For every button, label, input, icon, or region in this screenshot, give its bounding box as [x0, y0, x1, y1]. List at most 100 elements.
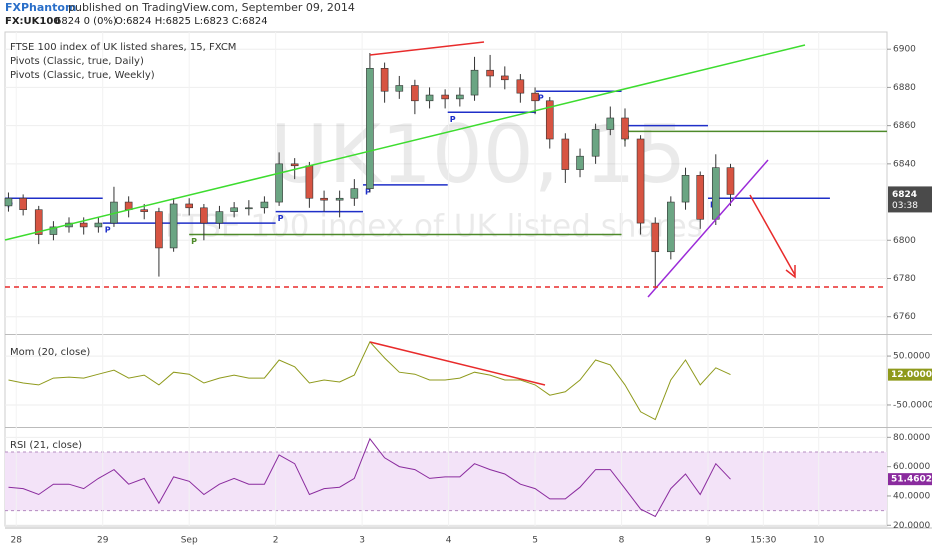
plot-frame — [4, 31, 888, 527]
candle-body — [200, 207, 208, 224]
pivot-label: P — [365, 187, 371, 196]
candle-body — [606, 117, 615, 130]
value-tag — [888, 368, 932, 381]
value-tag — [888, 473, 932, 486]
x-tick-label: 8 — [619, 536, 625, 546]
pane-title: FTSE 100 index of UK listed shares, 15, … — [10, 42, 236, 53]
candle-body — [651, 222, 660, 253]
overlay-layer: FTSE 100 index of UK listed shares, 15, … — [10, 42, 932, 546]
y-tick-label: 40.0000 — [893, 491, 930, 501]
candle-body — [140, 209, 149, 212]
countdown: 03:38 — [892, 201, 918, 211]
pivot-label: P — [538, 94, 544, 103]
x-tick-label: 15:30 — [750, 536, 776, 546]
candle-body — [320, 197, 328, 201]
value-tag-label: 51.4602 — [891, 475, 932, 485]
candle-body — [245, 207, 253, 210]
candle-body — [380, 68, 389, 92]
candle-body — [215, 211, 224, 224]
quote: 6824 0 (0%) — [55, 16, 117, 27]
y-tick-label: 20.0000 — [893, 521, 930, 531]
candle-body — [305, 165, 314, 199]
legend-entry: Pivots (Classic, true, Weekly) — [10, 70, 155, 81]
candle-body — [681, 175, 690, 203]
pivot-label: P — [105, 226, 111, 235]
x-tick-label: 10 — [813, 536, 825, 546]
candle-body — [621, 117, 629, 140]
indicator-line — [8, 437, 731, 518]
y-tick-label: 6880 — [893, 83, 916, 93]
candle-body — [290, 163, 299, 167]
candle-body — [350, 188, 359, 199]
x-tick-label: 5 — [532, 536, 538, 546]
candle-body — [4, 197, 13, 207]
candle-body — [561, 138, 570, 170]
candle-body — [34, 209, 43, 235]
candle-body — [395, 85, 404, 92]
candle-body — [366, 68, 374, 189]
candle-body — [591, 129, 600, 157]
x-tick-label: Sep — [181, 536, 198, 546]
pane-title: Mom (20, close) — [10, 347, 90, 358]
x-tick-label: 9 — [705, 536, 711, 546]
price-tag-label: 6824 — [892, 190, 917, 200]
candle-body — [230, 207, 238, 212]
pane-title: RSI (21, close) — [10, 440, 82, 451]
candle-body — [441, 94, 449, 100]
arrow-head — [785, 265, 796, 279]
trend-line — [4, 44, 806, 241]
y-tick-label: 6900 — [893, 45, 916, 55]
arrow — [749, 194, 796, 276]
y-tick-label: 6800 — [893, 236, 916, 246]
candle-body — [456, 94, 464, 100]
trend-line — [369, 41, 485, 56]
x-tick-label: 28 — [11, 536, 23, 546]
candle-body — [516, 79, 525, 94]
pivot-label: P — [278, 214, 284, 223]
candle-body — [260, 201, 269, 209]
rsi-band — [5, 451, 887, 511]
candle-body — [636, 138, 645, 224]
published: published on TradingView.com, September … — [68, 1, 355, 14]
y-tick-label: 80.0000 — [893, 433, 930, 443]
candle-body — [531, 92, 539, 102]
y-tick-label: 6760 — [893, 312, 916, 322]
x-tick-label: 2 — [273, 536, 279, 546]
candle-body — [19, 197, 27, 211]
candle-body — [576, 155, 584, 170]
candle-body — [49, 226, 58, 235]
y-tick-label: 60.0000 — [893, 462, 930, 472]
candle-body — [94, 222, 103, 228]
candle-body — [425, 94, 434, 102]
candle-body — [500, 75, 509, 81]
x-tick-label: 4 — [446, 536, 452, 546]
trend-line — [369, 341, 546, 386]
candle-body — [275, 163, 283, 203]
watermark-layer: 6760 6780 6800 6840 6860 6880 6900 UK100, 15 FTS… — [5, 32, 932, 531]
candle-body — [711, 167, 720, 220]
y-tick-label: 6780 — [893, 274, 916, 284]
candle-body — [79, 222, 88, 228]
legend-entry: Pivots (Classic, true, Daily) — [10, 56, 144, 67]
candle-body — [486, 69, 494, 77]
indicator-line — [8, 341, 731, 421]
candle-body — [726, 167, 735, 195]
watermark-symbol: UK100, 15 — [270, 108, 686, 201]
author[interactable]: FXPhantom — [5, 1, 76, 14]
y-tick-label: 50.0000 — [893, 352, 930, 362]
symbol: FX:UK100 — [5, 16, 60, 27]
pivot-label: P — [191, 237, 197, 246]
x-tick-label: 3 — [359, 536, 365, 546]
candle-body — [667, 201, 675, 253]
candle-body — [696, 175, 705, 220]
candle-body — [155, 211, 163, 249]
candle-body — [185, 203, 193, 209]
candle-body — [470, 69, 479, 96]
trend-line — [647, 159, 769, 298]
candle-body — [545, 100, 554, 140]
drawings — [4, 41, 887, 386]
candle-body — [169, 203, 178, 249]
candle-body — [335, 197, 344, 201]
